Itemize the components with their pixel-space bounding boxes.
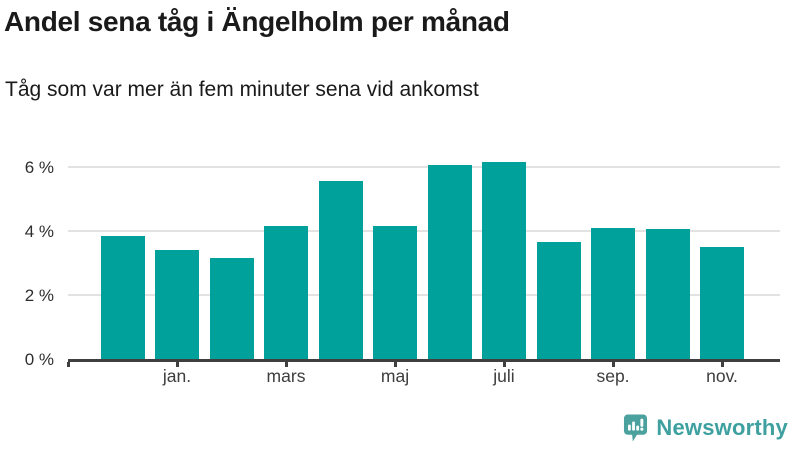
x-tick bbox=[502, 362, 506, 367]
newsworthy-logo-icon bbox=[624, 414, 648, 442]
brand-footer: Newsworthy bbox=[623, 413, 788, 443]
x-tick bbox=[720, 362, 724, 367]
chart-subtitle: Tåg som var mer än fem minuter sena vid … bbox=[5, 78, 479, 101]
bar bbox=[209, 258, 254, 359]
gridline bbox=[68, 230, 780, 232]
x-tick-label: jan. bbox=[162, 366, 192, 386]
y-tick-label: 0 % bbox=[24, 350, 54, 369]
x-tick bbox=[393, 362, 397, 367]
bar bbox=[482, 162, 527, 359]
bar bbox=[427, 165, 472, 359]
x-tick-label: nov. bbox=[706, 366, 738, 386]
x-axis-line bbox=[68, 359, 780, 362]
bar bbox=[699, 247, 744, 359]
gridline bbox=[68, 166, 780, 168]
y-tick-label: 6 % bbox=[24, 158, 54, 177]
plot-area bbox=[68, 151, 780, 359]
y-tick-label: 2 % bbox=[24, 286, 54, 305]
bar bbox=[318, 181, 363, 359]
x-tick bbox=[611, 362, 615, 367]
bar bbox=[645, 229, 690, 359]
x-tick bbox=[284, 362, 288, 367]
bar bbox=[536, 242, 581, 359]
gridline bbox=[68, 294, 780, 296]
bar bbox=[591, 227, 636, 359]
bar bbox=[264, 226, 309, 359]
y-tick-label: 4 % bbox=[24, 222, 54, 241]
x-tick-label: sep. bbox=[596, 366, 630, 386]
chart-title: Andel sena tåg i Ängelholm per månad bbox=[4, 6, 510, 37]
bar-series bbox=[68, 151, 780, 359]
bar bbox=[155, 250, 200, 359]
x-axis-origin-tick bbox=[67, 362, 70, 367]
bar bbox=[373, 226, 418, 359]
x-tick bbox=[175, 362, 179, 367]
x-tick-label: maj bbox=[380, 366, 410, 386]
bar bbox=[101, 235, 145, 359]
brand-name: Newsworthy bbox=[656, 415, 788, 440]
x-tick-label: juli bbox=[493, 366, 515, 386]
x-tick-label: mars bbox=[266, 366, 306, 386]
